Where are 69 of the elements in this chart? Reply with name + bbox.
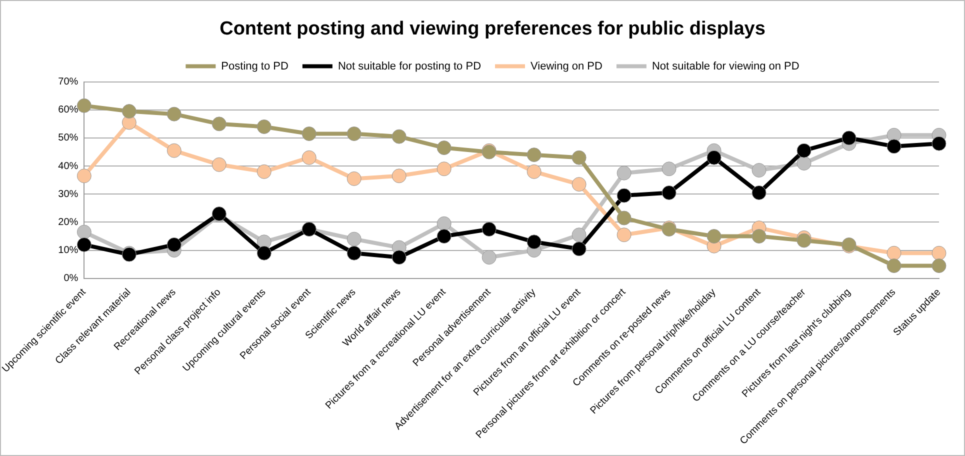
point: [212, 116, 226, 132]
point: [346, 232, 362, 246]
point: [302, 126, 316, 142]
point: [76, 168, 92, 184]
point: [482, 250, 496, 265]
point: [616, 228, 632, 242]
point: [166, 106, 182, 122]
point: [932, 136, 946, 151]
point: [842, 130, 856, 146]
point: [76, 98, 92, 113]
point: [572, 228, 586, 242]
y-tick-label: 30%: [58, 188, 78, 200]
point: [662, 185, 676, 200]
point: [346, 126, 362, 142]
point: [662, 162, 676, 176]
legend-label: Posting to PD: [221, 60, 288, 72]
legend-label: Viewing on PD: [530, 60, 603, 72]
legend-label: Not suitable for viewing on PD: [652, 60, 800, 72]
point: [392, 129, 406, 144]
point: [436, 216, 452, 231]
point: [346, 171, 362, 186]
point: [752, 163, 766, 178]
point: [436, 162, 452, 176]
point: [436, 140, 452, 156]
point: [572, 150, 586, 165]
y-tick-label: 20%: [58, 216, 78, 228]
y-tick-label: 0%: [64, 273, 78, 284]
point: [706, 229, 722, 244]
point: [256, 119, 272, 134]
point: [76, 224, 92, 240]
point: [932, 246, 946, 260]
y-tick-label: 50%: [58, 132, 78, 144]
point: [256, 164, 272, 179]
point: [526, 148, 542, 162]
y-tick-label: 60%: [58, 104, 78, 116]
point: [166, 237, 182, 252]
point: [392, 250, 406, 265]
point: [256, 246, 272, 260]
point: [166, 143, 182, 158]
legend-label: Not suitable for posting to PD: [338, 60, 482, 72]
point: [572, 242, 586, 256]
point: [706, 150, 722, 165]
point: [616, 188, 632, 203]
point: [76, 237, 92, 252]
point: [392, 168, 406, 184]
point: [616, 210, 632, 226]
point: [796, 143, 812, 158]
point: [752, 229, 766, 244]
point: [346, 246, 362, 260]
point: [886, 139, 902, 154]
point: [616, 166, 632, 180]
y-tick-label: 40%: [58, 160, 78, 172]
y-tick-label: 70%: [58, 76, 78, 88]
y-tick-label: 10%: [58, 245, 78, 256]
point: [932, 258, 946, 274]
point: [212, 157, 226, 172]
point: [302, 150, 316, 165]
chart-title: Content posting and viewing preferences for public displays: [220, 18, 766, 40]
point: [886, 246, 902, 260]
point: [436, 229, 452, 244]
point: [572, 177, 586, 192]
point: [796, 233, 812, 248]
point: [526, 164, 542, 179]
point: [122, 104, 136, 119]
point: [526, 234, 542, 250]
point: [886, 258, 902, 274]
point: [752, 185, 766, 200]
point: [796, 156, 812, 170]
point: [482, 222, 496, 237]
